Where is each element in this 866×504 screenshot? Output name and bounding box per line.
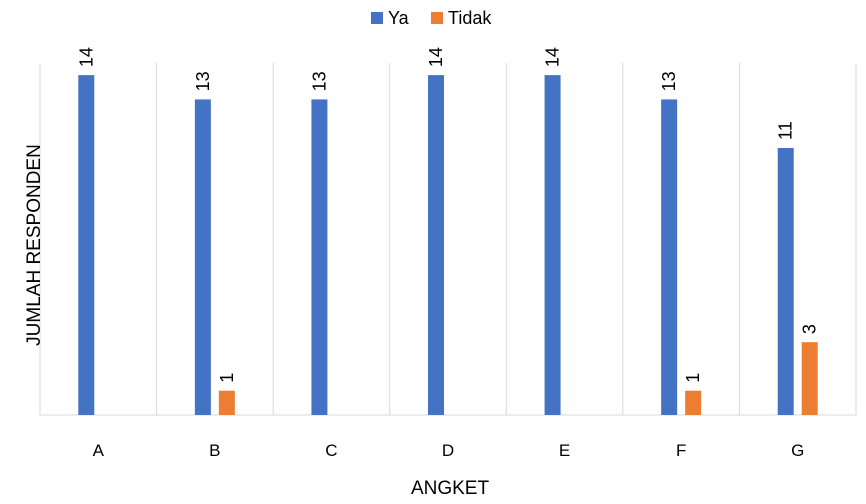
legend-label-tidak: Tidak [448, 8, 492, 28]
data-label: 14 [543, 47, 563, 67]
legend-swatch-ya [371, 12, 383, 24]
data-label: 14 [426, 47, 446, 67]
bar-ya-d [428, 75, 444, 415]
data-label: 1 [217, 373, 237, 383]
bar-tidak-g [801, 342, 818, 415]
x-tick-label: E [559, 441, 570, 460]
y-axis-title: JUMLAH RESPONDEN [24, 144, 45, 346]
bar-ya-c [311, 99, 328, 416]
x-tick-label: A [93, 441, 105, 460]
bar-ya-b [194, 99, 211, 416]
legend-swatch-tidak [431, 12, 443, 24]
bars [78, 75, 818, 416]
bar-tidak-f [685, 390, 702, 415]
x-axis-title: ANGKET [411, 478, 490, 499]
x-tick-labels: A B C D E F G [93, 441, 805, 460]
bar-ya-f [661, 99, 678, 416]
data-label: 14 [76, 47, 96, 67]
bar-tidak-b [218, 390, 235, 415]
x-tick-label: G [791, 441, 804, 460]
x-tick-label: B [209, 441, 220, 460]
legend: Ya Tidak [371, 8, 492, 28]
bar-ya-e [544, 75, 561, 415]
gridlines [39, 63, 857, 416]
data-label: 13 [193, 71, 213, 91]
x-tick-label: D [442, 441, 454, 460]
data-label: 13 [659, 71, 679, 91]
legend-label-ya: Ya [388, 8, 410, 28]
bar-ya-a [78, 75, 95, 415]
bar-ya-g [777, 147, 794, 415]
data-label: 13 [309, 71, 329, 91]
data-label: 1 [683, 373, 703, 383]
data-label: 11 [776, 121, 796, 140]
x-tick-label: F [676, 441, 686, 460]
x-tick-label: C [325, 441, 337, 460]
data-label: 3 [800, 324, 820, 334]
